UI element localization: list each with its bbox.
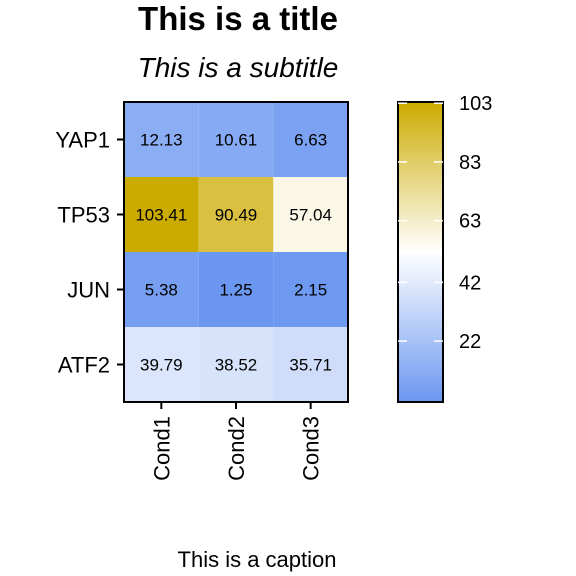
row-label-tp53: TP53 bbox=[57, 203, 110, 228]
cell-value-label: 2.15 bbox=[294, 281, 327, 300]
heatmap-cell-yap1-cond1 bbox=[124, 102, 199, 177]
heatmap-cell-yap1-cond3 bbox=[273, 102, 348, 177]
chart-caption: This is a caption bbox=[178, 547, 337, 572]
legend-ticks: 22 42 63 83 103 bbox=[398, 93, 492, 353]
chart-title: This is a title bbox=[138, 0, 338, 37]
column-label-cond2: Cond2 bbox=[224, 416, 249, 481]
column-axis: Cond1 Cond2 Cond3 bbox=[149, 402, 324, 481]
heatmap-cell-tp53-cond2 bbox=[198, 177, 274, 252]
chart-subtitle: This is a subtitle bbox=[138, 52, 339, 83]
legend-tick-label: 63 bbox=[459, 211, 481, 233]
cell-value-label: 35.71 bbox=[289, 356, 332, 375]
row-label-yap1: YAP1 bbox=[55, 128, 110, 153]
cell-value-label: 6.63 bbox=[294, 131, 327, 150]
legend-tick-label: 22 bbox=[459, 331, 481, 353]
heatmap-cell-jun-cond3 bbox=[273, 252, 348, 327]
row-label-atf2: ATF2 bbox=[58, 353, 110, 378]
legend-color-bar bbox=[397, 101, 444, 403]
column-label-cond1: Cond1 bbox=[149, 416, 174, 481]
cell-value-label: 38.52 bbox=[215, 356, 258, 375]
heatmap-cell-atf2-cond2 bbox=[198, 327, 274, 402]
cell-value-label: 103.41 bbox=[135, 206, 187, 225]
heatmap-cell-tp53-cond1 bbox=[124, 177, 199, 252]
row-axis: YAP1 TP53 JUN ATF2 bbox=[55, 128, 124, 378]
heatmap-cell-jun-cond1 bbox=[124, 252, 199, 327]
heatmap-cell-atf2-cond3 bbox=[273, 327, 348, 402]
legend-tick-label: 83 bbox=[459, 152, 481, 174]
cell-value-label: 90.49 bbox=[215, 206, 258, 225]
heatmap-cell-jun-cond2 bbox=[198, 252, 274, 327]
row-label-jun: JUN bbox=[67, 278, 110, 303]
legend-tick-label: 103 bbox=[459, 93, 492, 115]
cell-value-label: 10.61 bbox=[215, 131, 258, 150]
column-label-cond3: Cond3 bbox=[299, 416, 324, 481]
heatmap-cell-yap1-cond2 bbox=[198, 102, 274, 177]
heatmap-cell-atf2-cond1 bbox=[124, 327, 199, 402]
cell-value-label: 39.79 bbox=[140, 356, 183, 375]
cell-value-label: 12.13 bbox=[140, 131, 183, 150]
cell-value-label: 1.25 bbox=[219, 281, 252, 300]
legend-tick-label: 42 bbox=[459, 272, 481, 294]
cell-value-label: 5.38 bbox=[145, 281, 178, 300]
color-legend: 22 42 63 83 103 bbox=[397, 93, 492, 403]
heatmap-cell-tp53-cond3 bbox=[273, 177, 348, 252]
heatmap-cells: 12.13 10.61 6.63 103.41 90.49 57.04 5.38 1.25 2.… bbox=[124, 102, 348, 402]
cell-value-label: 57.04 bbox=[289, 206, 332, 225]
